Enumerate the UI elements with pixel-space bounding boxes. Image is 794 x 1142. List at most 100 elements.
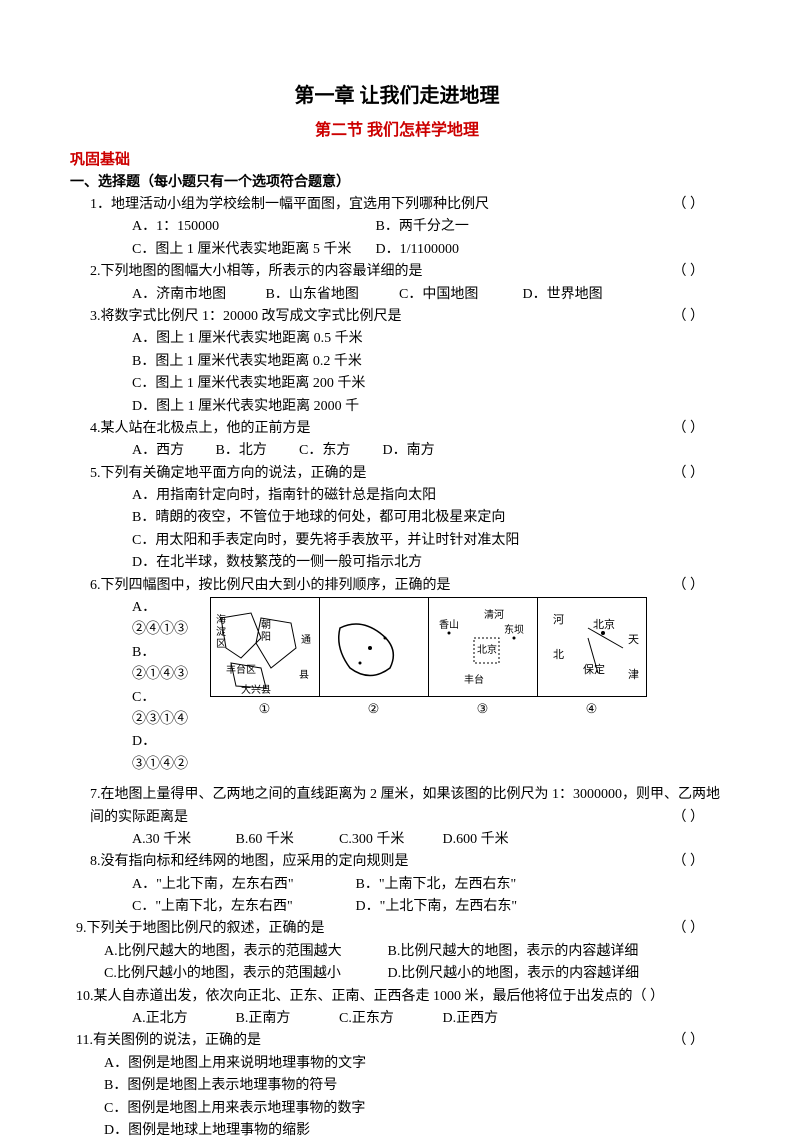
svg-text:朝: 朝 — [261, 619, 271, 631]
q10-text: 10.某人自赤道出发，依次向正北、正东、正南、正西各走 1000 米，最后他将位… — [76, 989, 664, 1004]
svg-text:北京: 北京 — [593, 617, 615, 631]
q9-opt-b: B.比例尺越大的地图，表示的内容越详细 — [388, 944, 639, 959]
q1-opt-c: C．图上 1 厘米代表实地距离 5 千米 — [132, 239, 372, 261]
svg-text:丰台区: 丰台区 — [226, 663, 256, 676]
q4-opt-b: B．北方 — [216, 440, 296, 462]
q1-opt-a: A．1：150000 — [132, 216, 372, 238]
question-7: 7.在地图上量得甲、乙两地之间的直线距离为 2 厘米，如果该图的比例尺为 1：3… — [90, 784, 724, 851]
map-3-num: ③ — [428, 699, 537, 720]
chapter-title: 第一章 让我们走进地理 — [70, 80, 724, 112]
q5-bracket: （ ） — [673, 463, 705, 485]
svg-text:大兴县: 大兴县 — [241, 683, 271, 696]
q2-opt-a: A．济南市地图 — [132, 284, 262, 306]
q11-opt-c: C．图例是地图上用来表示地理事物的数字 — [104, 1098, 724, 1120]
practice-header: 巩固基础 — [70, 148, 724, 172]
q6-opt-a: A．②④①③ — [132, 597, 210, 642]
q5-opt-d: D．在北半球，数枝繁茂的一侧一般可指示北方 — [132, 552, 724, 574]
svg-text:淀: 淀 — [216, 625, 226, 638]
q7-bracket: （ ） — [673, 807, 705, 829]
q10-opt-d: D.正西方 — [443, 1011, 499, 1026]
q7-opt-b: B.60 千米 — [236, 829, 336, 851]
section-title: 第二节 我们怎样学地理 — [70, 118, 724, 144]
svg-text:阳: 阳 — [261, 631, 271, 643]
question-9: 9.下列关于地图比例尺的叙述，正确的是 （ ） A.比例尺越大的地图，表示的范围… — [76, 918, 724, 985]
q2-text: 2.下列地图的图幅大小相等，所表示的内容最详细的是 — [90, 264, 423, 279]
svg-text:丰台: 丰台 — [464, 673, 484, 686]
svg-text:县: 县 — [299, 669, 309, 681]
svg-text:河: 河 — [553, 613, 564, 626]
q5-text: 5.下列有关确定地平面方向的说法，正确的是 — [90, 466, 367, 481]
q1-text: 1．地理活动小组为学校绘制一幅平面图，宜选用下列哪种比例尺 — [90, 197, 489, 212]
map-images: 海淀区 朝阳 通 丰台区 大兴县 县 ① — [210, 597, 646, 720]
svg-text:区: 区 — [216, 638, 226, 650]
svg-text:北京: 北京 — [477, 643, 497, 656]
q2-bracket: （ ） — [673, 261, 705, 283]
q3-text: 3.将数字式比例尺 1：20000 改写成文字式比例尺是 — [90, 309, 402, 324]
svg-text:天: 天 — [628, 634, 639, 646]
map-3: 香山 清河 东坝 北京 丰台 — [428, 597, 538, 697]
q8-opt-d: D．"上北下南，左西右东" — [356, 899, 518, 914]
q6-bracket: （ ） — [673, 575, 705, 597]
question-5: 5.下列有关确定地平面方向的说法，正确的是 （ ） A．用指南针定向时，指南针的… — [90, 463, 724, 575]
q4-bracket: （ ） — [673, 418, 705, 440]
q3-opt-b: B．图上 1 厘米代表实地距离 0.2 千米 — [132, 351, 724, 373]
q11-text: 11.有关图例的说法，正确的是 — [76, 1033, 261, 1048]
question-3: 3.将数字式比例尺 1：20000 改写成文字式比例尺是 （ ） A．图上 1 … — [90, 306, 724, 418]
q11-bracket: （ ） — [673, 1030, 705, 1052]
question-4: 4.某人站在北极点上，他的正前方是 （ ） A．西方 B．北方 C．东方 D．南… — [90, 418, 724, 463]
q3-bracket: （ ） — [673, 306, 705, 328]
map-1-num: ① — [210, 699, 319, 720]
q7-opt-a: A.30 千米 — [132, 829, 232, 851]
q8-opt-a: A．"上北下南，左东右西" — [132, 874, 352, 896]
q7-opt-c: C.300 千米 — [339, 829, 439, 851]
q5-opt-a: A．用指南针定向时，指南针的磁针总是指向太阳 — [132, 485, 724, 507]
q1-opt-b: B．两千分之一 — [376, 219, 469, 234]
mcq-header: 一、选择题（每小题只有一个选项符合题意） — [70, 172, 724, 194]
q6-opt-b: B．②①④③ — [132, 642, 210, 687]
q2-opt-b: B．山东省地图 — [266, 284, 396, 306]
question-6: 6.下列四幅图中，按比例尺由大到小的排列顺序，正确的是 （ ） A．②④①③ B… — [90, 575, 724, 777]
svg-text:海: 海 — [216, 613, 226, 626]
q11-opt-d: D．图例是地球上地理事物的缩影 — [104, 1120, 724, 1142]
q9-opt-a: A.比例尺越大的地图，表示的范围越大 — [104, 941, 384, 963]
q6-opt-c: C．②③①④ — [132, 687, 210, 732]
q3-opt-a: A．图上 1 厘米代表实地距离 0.5 千米 — [132, 328, 724, 350]
svg-text:保定: 保定 — [583, 662, 605, 676]
q2-opt-d: D．世界地图 — [523, 287, 603, 302]
q11-opt-b: B．图例是地图上表示地理事物的符号 — [104, 1075, 724, 1097]
q8-opt-c: C．"上南下北，左东右西" — [132, 896, 352, 918]
q3-opt-c: C．图上 1 厘米代表实地距离 200 千米 — [132, 373, 724, 395]
q6-text: 6.下列四幅图中，按比例尺由大到小的排列顺序，正确的是 — [90, 578, 451, 593]
q7-opt-d: D.600 千米 — [443, 832, 509, 847]
q9-text: 9.下列关于地图比例尺的叙述，正确的是 — [76, 921, 325, 936]
q9-opt-d: D.比例尺越小的地图，表示的内容越详细 — [388, 966, 640, 981]
svg-text:北: 北 — [553, 648, 564, 661]
q3-opt-d: D．图上 1 厘米代表实地距离 2000 千 — [132, 396, 724, 418]
q4-opt-c: C．东方 — [299, 440, 379, 462]
q11-opt-a: A．图例是地图上用来说明地理事物的文字 — [104, 1053, 724, 1075]
svg-text:津: 津 — [628, 668, 639, 681]
q5-opt-c: C．用太阳和手表定向时，要先将手表放平，并让时针对准太阳 — [132, 530, 724, 552]
question-2: 2.下列地图的图幅大小相等，所表示的内容最详细的是 （ ） A．济南市地图 B．… — [90, 261, 724, 306]
map-4-num: ④ — [537, 699, 646, 720]
q10-opt-a: A.正北方 — [132, 1008, 232, 1030]
q10-opt-c: C.正东方 — [339, 1008, 439, 1030]
map-4: 河 北京 天 北 保定 津 — [537, 597, 647, 697]
q4-text: 4.某人站在北极点上，他的正前方是 — [90, 421, 311, 436]
svg-text:清河: 清河 — [484, 608, 504, 621]
q4-opt-a: A．西方 — [132, 440, 212, 462]
q4-opt-d: D．南方 — [383, 443, 435, 458]
map-2-num: ② — [319, 699, 428, 720]
question-10: 10.某人自赤道出发，依次向正北、正东、正南、正西各走 1000 米，最后他将位… — [76, 986, 724, 1031]
q6-opt-d: D．③①④② — [132, 731, 210, 776]
q8-text: 8.没有指向标和经纬网的地图，应采用的定向规则是 — [90, 854, 409, 869]
svg-text:通: 通 — [301, 634, 311, 646]
q1-bracket: （ ） — [673, 194, 705, 216]
q5-opt-b: B．晴朗的夜空，不管位于地球的何处，都可用北极星来定向 — [132, 507, 724, 529]
q2-opt-c: C．中国地图 — [399, 284, 519, 306]
q7-text: 7.在地图上量得甲、乙两地之间的直线距离为 2 厘米，如果该图的比例尺为 1：3… — [90, 787, 720, 824]
q8-bracket: （ ） — [673, 851, 705, 873]
q10-opt-b: B.正南方 — [236, 1008, 336, 1030]
q9-opt-c: C.比例尺越小的地图，表示的范围越小 — [104, 963, 384, 985]
question-11: 11.有关图例的说法，正确的是 （ ） A．图例是地图上用来说明地理事物的文字 … — [76, 1030, 724, 1142]
